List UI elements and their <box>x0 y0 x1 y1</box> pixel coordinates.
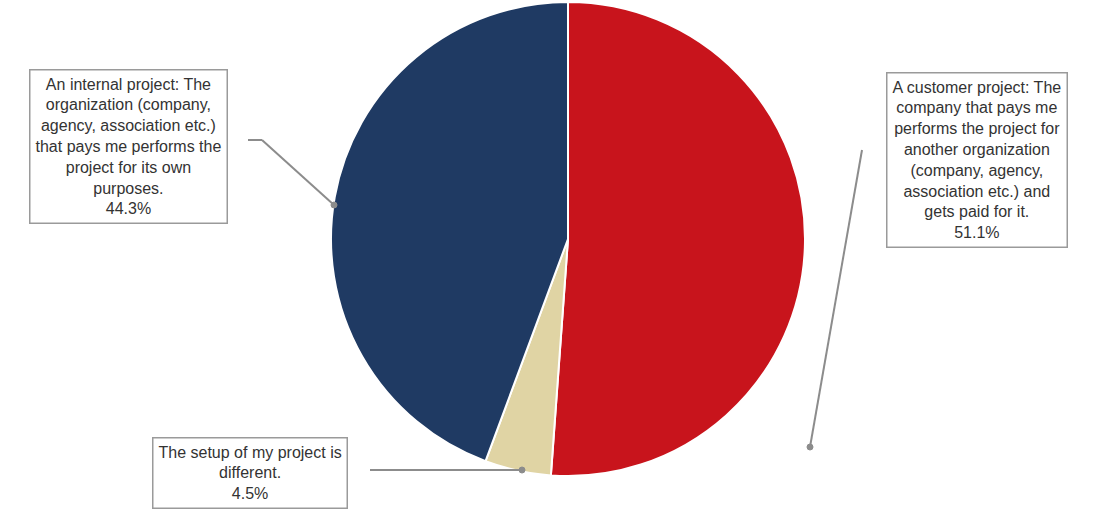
svg-text:A customer project: Thecompany: A customer project: Thecompany that pays… <box>893 79 1062 242</box>
svg-text:The setup of my project isdiff: The setup of my project isdifferent.4.5% <box>159 444 342 503</box>
svg-text:An internal project: Theorgani: An internal project: Theorganization (co… <box>36 76 222 218</box>
